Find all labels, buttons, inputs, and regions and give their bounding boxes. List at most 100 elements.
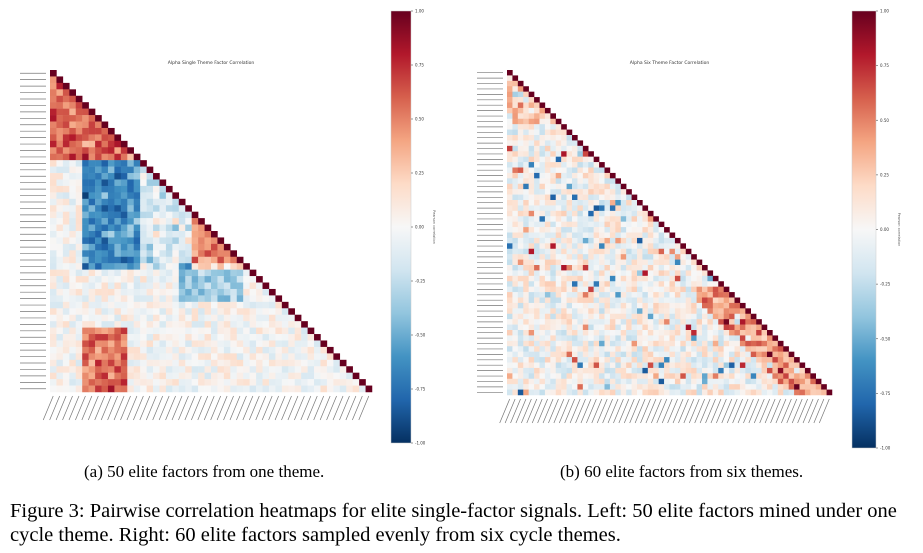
heatmap-cell [566, 129, 573, 136]
heatmap-cell [517, 389, 524, 396]
heatmap-cell [544, 205, 551, 212]
heatmap-cell [256, 372, 263, 380]
heatmap-cell [637, 302, 643, 309]
heatmap-cell [512, 351, 519, 358]
heatmap-cell [75, 127, 83, 135]
heatmap-cell [56, 166, 64, 174]
heatmap-cell [593, 183, 600, 190]
heatmap-cell [561, 210, 567, 217]
heatmap-cell [561, 167, 567, 174]
heatmap-cell [550, 319, 556, 325]
heatmap-cell [107, 340, 115, 348]
heatmap-cell [101, 308, 109, 315]
heatmap-cell [599, 172, 605, 179]
heatmap-cell [674, 248, 681, 255]
heatmap-cell [159, 372, 167, 380]
heatmap-cell [95, 115, 102, 122]
heatmap-cell [101, 359, 109, 367]
heatmap-cell [191, 334, 199, 341]
heatmap-cell [555, 351, 562, 358]
heatmap-cell [653, 351, 659, 358]
heatmap-cell [140, 185, 147, 193]
heatmap-cell [507, 107, 513, 114]
heatmap-cell [702, 357, 708, 363]
heatmap-cell [707, 324, 714, 331]
heatmap-cell [204, 295, 212, 303]
col-tick-label [133, 395, 144, 421]
heatmap-cell [588, 384, 594, 390]
heatmap-cell [539, 135, 546, 141]
heatmap-cell [62, 127, 70, 135]
heatmap-cell [696, 378, 703, 385]
heatmap-cell [275, 353, 283, 361]
heatmap-cell [696, 324, 703, 331]
heatmap-cell [572, 281, 578, 287]
heatmap-cell [664, 308, 670, 314]
heatmap-cell [544, 189, 551, 195]
heatmap-cell [346, 379, 353, 386]
heatmap-cell [539, 172, 546, 179]
heatmap-cell [561, 281, 567, 287]
heatmap-cell [528, 259, 535, 266]
heatmap-cell [723, 330, 730, 336]
col-tick-label [62, 395, 73, 421]
heatmap-cell [82, 334, 89, 341]
heatmap-cell [198, 224, 205, 232]
heatmap-cell [620, 254, 627, 260]
heatmap-b: Alpha Six Theme Factor Correlation1.000.… [477, 9, 901, 451]
heatmap-cell [550, 384, 556, 390]
heatmap-cell [756, 324, 762, 331]
heatmap-cell [204, 334, 212, 341]
heatmap-cell [114, 218, 122, 225]
heatmap-cell [517, 275, 524, 282]
heatmap-cell [561, 389, 567, 396]
heatmap-cell [723, 286, 730, 293]
heatmap-cell [114, 327, 122, 335]
heatmap-cell [582, 335, 589, 342]
heatmap-cell [198, 334, 205, 341]
heatmap-cell [127, 308, 134, 315]
col-tick-label [553, 398, 565, 424]
heatmap-cell [739, 351, 746, 358]
heatmap-cell [539, 335, 546, 342]
heatmap-cell [140, 334, 147, 341]
heatmap-cell [631, 302, 638, 309]
heatmap-cell [561, 248, 567, 255]
heatmap-cell [572, 221, 578, 228]
colorbar-tick-label: 0.00 [415, 225, 424, 230]
heatmap-cell [523, 378, 529, 385]
heatmap-cell [185, 372, 192, 380]
heatmap-cell [566, 308, 573, 314]
heatmap-cell [680, 297, 686, 304]
heatmap-cell [198, 327, 205, 335]
heatmap-cell [658, 367, 665, 374]
heatmap-cell [609, 259, 616, 266]
heatmap-cell [550, 232, 556, 239]
heatmap-cell [512, 75, 519, 82]
heatmap-cell [153, 301, 160, 309]
heatmap-cell [653, 216, 659, 222]
heatmap-cell [550, 156, 556, 163]
heatmap-cell [615, 308, 621, 314]
heatmap-cell [512, 86, 519, 92]
heatmap-cell [523, 292, 529, 298]
heatmap-cell [517, 232, 524, 239]
heatmap-cell [631, 346, 638, 352]
heatmap-cell [172, 314, 180, 322]
heatmap-cell [275, 295, 283, 303]
heatmap-cell [615, 183, 621, 190]
heatmap-cell [539, 113, 546, 119]
heatmap-cell [544, 227, 551, 233]
heatmap-cell [696, 297, 703, 304]
heatmap-cell [528, 205, 535, 212]
heatmap-cell [523, 270, 529, 277]
heatmap-cell [734, 313, 741, 320]
heatmap-cell [544, 140, 551, 147]
heatmap-cell [56, 256, 64, 264]
heatmap-cell [561, 221, 567, 228]
heatmap-cell [534, 384, 540, 390]
heatmap-cell [588, 270, 594, 277]
heatmap-cell [593, 237, 600, 244]
heatmap-cell [326, 346, 334, 354]
heatmap-cell [534, 286, 540, 293]
